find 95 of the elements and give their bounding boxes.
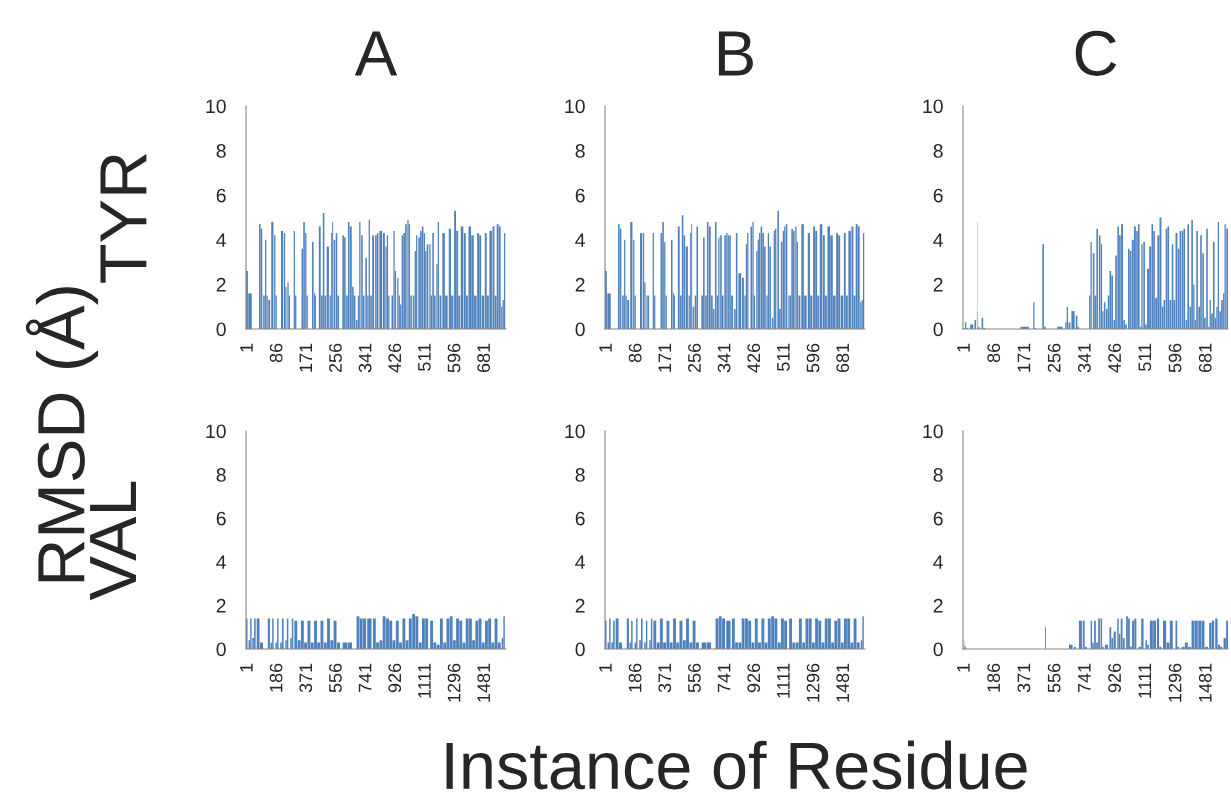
y-tick-label: 6	[933, 511, 943, 526]
x-tick-label: 1481	[1198, 663, 1212, 702]
y-tick-label: 8	[933, 468, 943, 482]
x-tick-label: 511	[777, 343, 790, 371]
y-axis-title: TYR	[100, 153, 147, 283]
y-tick-label: 0	[933, 642, 943, 657]
x-tick-label: 256	[1047, 343, 1061, 373]
x-tick-label: 371	[658, 663, 672, 693]
y-tick-label: 4	[575, 555, 585, 569]
y-tick-label: 0	[575, 322, 585, 337]
x-tick-label: 1	[957, 663, 970, 672]
x-tick-label: 1481	[477, 663, 491, 702]
x-tick-label: 596	[447, 343, 461, 373]
y-tick-label: 0	[216, 322, 226, 337]
y-tick-label: 8	[933, 144, 943, 158]
x-tick-label: 426	[1108, 343, 1121, 373]
x-tick-label: 186	[269, 663, 283, 692]
y-tick-label: 0	[933, 322, 943, 337]
x-tick-label: 596	[806, 343, 820, 373]
y-tick-label: 2	[933, 277, 943, 292]
x-tick-label: 426	[747, 343, 761, 373]
x-tick-label: 926	[1108, 663, 1121, 693]
y-tick-label: 10	[923, 424, 943, 439]
y-tick-label: 2	[216, 598, 226, 613]
x-tick-label: 171	[1017, 343, 1031, 372]
x-tick-label: 1296	[1168, 663, 1182, 702]
y-tick-label: 4	[933, 555, 943, 569]
y-tick-label: 10	[206, 424, 226, 439]
y-tick-label: 0	[216, 642, 226, 657]
x-axis-title: Instance of Residue	[446, 740, 1027, 790]
y-tick-label: 10	[923, 99, 943, 114]
chart-title: B	[718, 31, 753, 76]
y-tick-label: 6	[575, 188, 585, 203]
x-tick-label: 1111	[418, 663, 431, 698]
x-tick-label: 371	[1017, 663, 1031, 693]
y-tick-label: 2	[933, 598, 943, 613]
y-tick-label: 8	[216, 144, 226, 158]
x-tick-label: 171	[299, 343, 313, 372]
x-tick-label: 341	[358, 343, 372, 373]
x-tick-label: 1	[599, 663, 612, 672]
x-tick-label: 1296	[447, 663, 461, 702]
x-tick-label: 511	[1138, 343, 1152, 371]
x-tick-label: 1111	[777, 663, 790, 698]
x-tick-label: 426	[388, 343, 402, 373]
x-tick-label: 341	[717, 343, 731, 373]
x-tick-label: 1	[957, 343, 970, 352]
x-tick-label: 596	[1168, 343, 1182, 373]
x-tick-label: 556	[329, 663, 342, 693]
y-tick-label: 10	[565, 424, 585, 439]
y-tick-label: 10	[565, 99, 585, 114]
y-tick-label: 8	[216, 468, 226, 482]
x-tick-label: 86	[987, 343, 1001, 363]
chart-title: A	[354, 31, 398, 76]
y-tick-label: 6	[575, 511, 585, 526]
x-tick-label: 1111	[1138, 663, 1152, 698]
x-tick-label: 741	[1078, 663, 1091, 693]
x-tick-label: 556	[1047, 663, 1061, 693]
y-tick-label: 8	[575, 468, 585, 482]
y-tick-label: 4	[575, 233, 585, 247]
x-tick-label: 741	[717, 663, 731, 693]
x-tick-label: 556	[688, 663, 701, 693]
y-tick-label: 0	[575, 642, 585, 657]
chart-title: C	[1075, 30, 1117, 77]
x-tick-label: 741	[358, 663, 372, 693]
x-tick-label: 1	[240, 663, 253, 672]
x-tick-label: 926	[388, 663, 402, 693]
x-tick-label: 371	[299, 663, 313, 693]
y-tick-label: 6	[216, 511, 226, 526]
x-tick-label: 186	[987, 663, 1001, 692]
x-tick-label: 926	[747, 663, 761, 693]
y-tick-label: 2	[216, 277, 226, 292]
x-tick-label: 341	[1077, 343, 1091, 373]
x-tick-label: 681	[836, 343, 850, 373]
y-tick-label: 2	[575, 277, 585, 292]
y-tick-label: 2	[575, 598, 585, 613]
y-tick-label: 4	[216, 555, 226, 569]
x-tick-label: 1	[599, 343, 612, 352]
x-tick-label: 1481	[836, 663, 850, 702]
y-tick-label: 8	[575, 144, 585, 158]
x-tick-label: 171	[658, 343, 672, 372]
y-tick-label: 6	[216, 188, 226, 203]
x-tick-label: 1296	[806, 663, 820, 702]
x-tick-label: 86	[269, 343, 283, 363]
x-tick-label: 86	[628, 343, 642, 363]
y-tick-label: 6	[933, 188, 943, 203]
x-tick-label: 256	[688, 343, 701, 373]
x-tick-label: 681	[1198, 343, 1212, 373]
y-tick-label: 4	[933, 233, 943, 247]
x-tick-label: 681	[477, 343, 491, 373]
x-tick-label: 186	[628, 663, 642, 692]
x-tick-label: 1	[240, 343, 253, 352]
y-tick-label: 4	[216, 233, 226, 247]
y-tick-label: 10	[206, 99, 226, 114]
x-tick-label: 256	[329, 343, 342, 373]
x-tick-label: 511	[418, 343, 431, 371]
